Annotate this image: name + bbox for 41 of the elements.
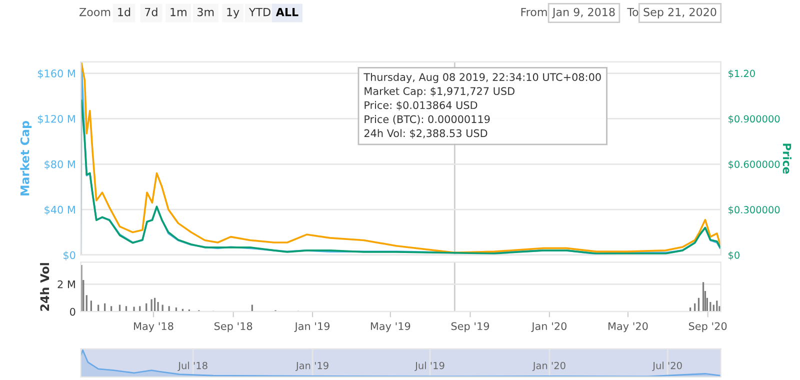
y-tick-label: $120 M [38, 114, 75, 124]
y-tick-label: $40 M [44, 206, 75, 216]
x-tick-label: Jul '20 [652, 362, 682, 372]
y2-tick-label: $1.20 [728, 70, 755, 78]
y-axis-title: Market Cap [20, 121, 32, 196]
y-tick-label: 0 [70, 308, 76, 316]
text: 1d [118, 8, 130, 16]
x-tick-label: Jul '18 [178, 362, 208, 372]
x-tick-label: May '18 [134, 322, 174, 332]
text: Jan 9, 2018 [552, 8, 615, 18]
x-tick-label: Jan '19 [294, 322, 330, 332]
y2-tick-label: $0 [728, 251, 740, 260]
text: Zoom [80, 8, 110, 16]
x-tick-label: Sep '19 [451, 322, 490, 332]
x-tick-label: Jan '19 [295, 362, 328, 372]
y-axis-title: 24h Vol [40, 263, 50, 311]
text: YTD [248, 8, 270, 16]
y2-axis-title: Price [782, 144, 792, 174]
y2-tick-label: $0.900000 [728, 115, 780, 124]
text: Sep 21, 2020 [644, 8, 716, 18]
text: ALL [276, 8, 298, 16]
x-tick-label: Jul '19 [414, 362, 444, 372]
text: From [521, 8, 547, 16]
y2-tick-label: $0.600000 [728, 160, 780, 170]
y-tick-label: 2 M [58, 280, 75, 288]
y-tick-label: $80 M [44, 160, 75, 170]
x-tick-label: May '19 [370, 322, 410, 332]
annotation: Thursday, Aug 08 2019, 22:34:10 UTC+08:00 Market Cap: $1,971,727 USD Price: $0.013864 USD Price (BTC): 0.00000119 24h Vol: $2,388.53 USD [364, 72, 601, 139]
text: To [627, 8, 638, 16]
text: 1y [227, 8, 240, 18]
y-tick-label: $0 [64, 251, 76, 260]
x-tick-label: Jan '20 [531, 322, 566, 332]
text: 1m [170, 8, 186, 16]
text: 7d [145, 8, 158, 16]
x-tick-label: Jan '20 [532, 362, 566, 372]
x-tick-label: May '20 [608, 322, 648, 332]
x-tick-label: Sep '20 [688, 322, 727, 332]
y2-tick-label: $0.300000 [728, 206, 780, 215]
text: 3m [198, 8, 214, 16]
y-tick-label: $160 M [38, 69, 75, 79]
x-tick-label: Sep '18 [214, 322, 252, 332]
